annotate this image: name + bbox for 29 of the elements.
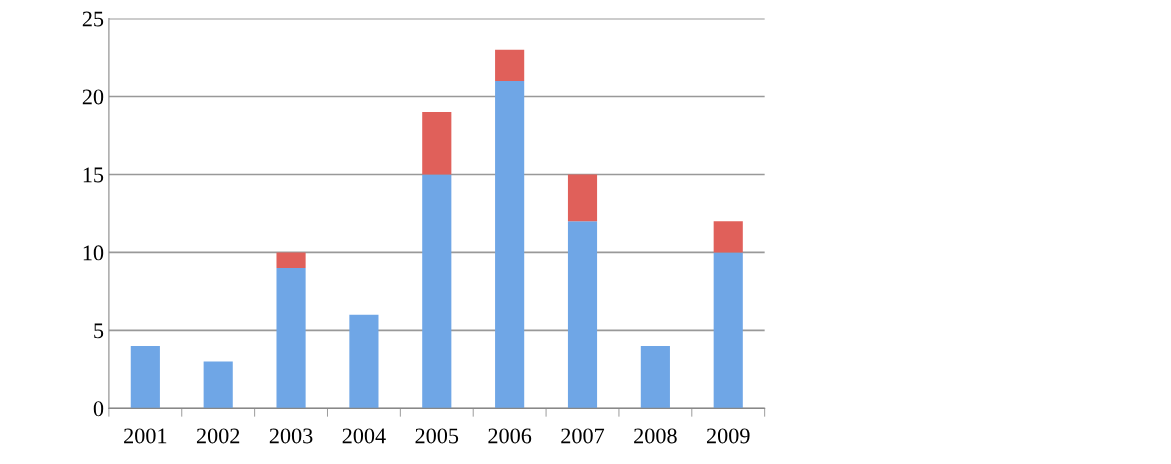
x-tick-label: 2005: [415, 428, 459, 444]
bar: [640, 345, 670, 409]
x-tick-label: 2006: [488, 428, 532, 444]
x-tick-label: 2007: [561, 428, 605, 444]
x-tick-label: 2009: [706, 428, 750, 444]
y-tick-label: 25: [82, 11, 104, 27]
y-tick-label: 15: [83, 167, 104, 183]
bar: [276, 252, 306, 269]
x-tick-label: 2002: [196, 428, 240, 444]
y-tick-label: 20: [82, 89, 104, 105]
x-tick-label: 2008: [634, 428, 677, 444]
bar: [713, 252, 743, 409]
bar: [422, 174, 452, 409]
x-tick-label: 2001: [124, 428, 167, 444]
y-tick-label: 5: [94, 323, 104, 339]
bar: [495, 80, 525, 409]
bar: [130, 345, 160, 409]
bar: [276, 268, 306, 409]
bar: [349, 314, 379, 409]
x-tick-label: 2004: [342, 428, 386, 444]
y-tick-label: 10: [83, 245, 104, 261]
y-tick-label: 0: [93, 401, 104, 417]
bar: [422, 112, 452, 175]
bar: [567, 221, 598, 409]
bar: [567, 174, 598, 222]
bar: [713, 221, 743, 253]
x-tick-label: 2003: [269, 428, 313, 444]
bar: [495, 49, 525, 81]
bar: [203, 361, 233, 409]
